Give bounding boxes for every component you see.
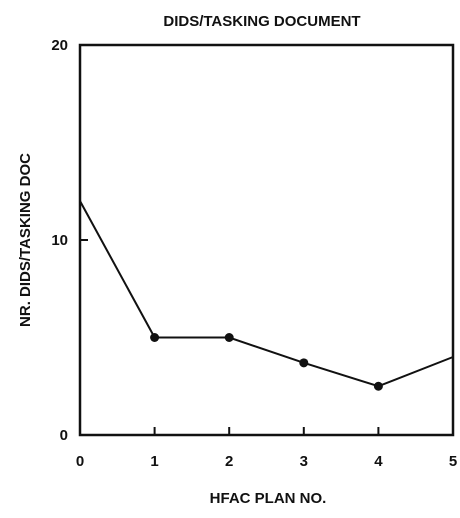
x-axis-title: HFAC PLAN NO. [210,490,327,507]
ticks: 0 1 2 3 4 5 0 10 20 [51,37,457,470]
x-tick-label: 0 [76,453,84,470]
chart-title: DIDS/TASKING DOCUMENT [163,13,360,30]
x-tick-label: 4 [374,453,383,470]
x-tick-label: 5 [449,453,457,470]
y-tick-label: 0 [60,427,68,444]
y-tick-label: 20 [51,37,68,54]
y-tick-label: 10 [51,232,68,249]
data-point [373,381,383,391]
y-axis-title: NR. DIDS/TASKING DOC [17,153,34,327]
data-point [299,358,309,368]
data-point [150,333,160,342]
series-line [79,200,454,388]
plot-frame [78,43,455,437]
data-point [224,333,234,342]
series [79,200,454,391]
x-tick-label: 3 [300,453,308,470]
x-tick-label: 1 [150,453,158,470]
x-tick-label: 2 [225,453,233,470]
